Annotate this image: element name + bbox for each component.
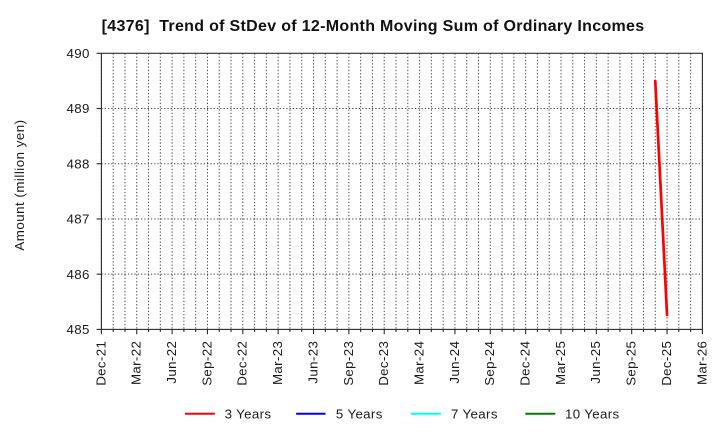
svg-text:488: 488 [67, 156, 90, 171]
svg-text:Amount (million yen): Amount (million yen) [12, 119, 27, 250]
svg-text:490: 490 [67, 46, 90, 61]
svg-text:487: 487 [67, 212, 90, 227]
svg-text:Dec-25: Dec-25 [659, 341, 674, 386]
svg-text:489: 489 [67, 101, 90, 116]
svg-text:Dec-21: Dec-21 [93, 341, 108, 386]
svg-text:Mar-24: Mar-24 [411, 341, 426, 385]
svg-text:Jun-23: Jun-23 [305, 341, 320, 384]
svg-text:Sep-25: Sep-25 [624, 341, 639, 386]
svg-text:Dec-24: Dec-24 [518, 341, 533, 386]
svg-text:5 Years: 5 Years [336, 406, 383, 421]
svg-text:10 Years: 10 Years [565, 406, 620, 421]
svg-text:Mar-23: Mar-23 [270, 341, 285, 385]
svg-text:Mar-26: Mar-26 [694, 341, 709, 385]
svg-text:Jun-22: Jun-22 [164, 341, 179, 384]
svg-text:3 Years: 3 Years [225, 406, 272, 421]
svg-text:486: 486 [67, 267, 90, 282]
svg-text:Dec-22: Dec-22 [235, 341, 250, 386]
svg-text:7 Years: 7 Years [451, 406, 498, 421]
svg-text:Jun-24: Jun-24 [447, 341, 462, 384]
svg-text:Jun-25: Jun-25 [588, 341, 603, 384]
svg-text:485: 485 [67, 322, 90, 337]
svg-text:[4376] Trend of StDev of 12-M: [4376] Trend of StDev of 12-Month Moving… [102, 18, 645, 35]
svg-text:Sep-23: Sep-23 [341, 341, 356, 386]
svg-text:Dec-23: Dec-23 [376, 341, 391, 386]
svg-text:Mar-22: Mar-22 [129, 341, 144, 385]
svg-text:Mar-25: Mar-25 [553, 341, 568, 385]
svg-text:Sep-24: Sep-24 [482, 341, 497, 386]
svg-text:Sep-22: Sep-22 [199, 341, 214, 386]
